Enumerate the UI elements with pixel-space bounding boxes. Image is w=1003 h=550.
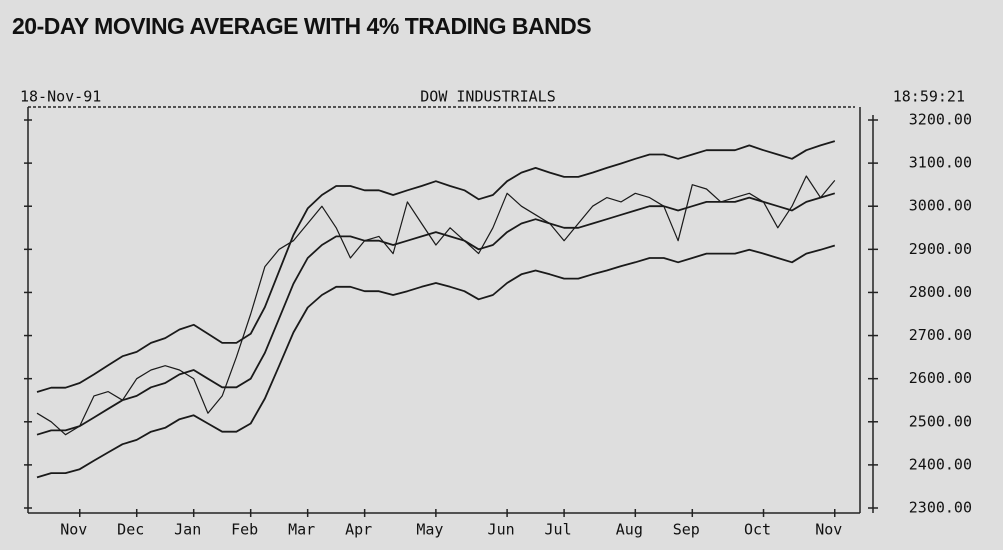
y-tick-label: 2400.00 <box>909 455 972 473</box>
band-line <box>36 140 836 393</box>
x-tick-label: May <box>416 521 443 539</box>
y-tick-label: 2300.00 <box>909 499 972 517</box>
band-line <box>36 244 836 479</box>
x-tick-label: Feb <box>231 521 258 539</box>
y-tick-label: 2600.00 <box>909 369 972 387</box>
x-tick-label: Mar <box>288 521 315 539</box>
y-tick-label: 3100.00 <box>909 154 972 172</box>
x-tick-label: Jul <box>545 521 572 539</box>
x-tick-label: Aug <box>616 521 643 539</box>
chart-subtitle: DOW INDUSTRIALS <box>420 88 555 106</box>
y-tick-label: 2800.00 <box>909 283 972 301</box>
y-tick-label: 3000.00 <box>909 197 972 215</box>
x-tick-label: Jun <box>488 521 515 539</box>
band-line <box>36 192 836 436</box>
y-tick-label: 2900.00 <box>909 240 972 258</box>
y-tick-label: 2500.00 <box>909 412 972 430</box>
chart-title: 20-DAY MOVING AVERAGE WITH 4% TRADING BA… <box>12 13 591 39</box>
x-tick-label: Nov <box>815 521 842 539</box>
x-tick-label: Sep <box>673 521 700 539</box>
x-tick-label: Nov <box>60 521 87 539</box>
x-tick-label: Apr <box>345 521 372 539</box>
x-tick-label: Dec <box>117 521 144 539</box>
y-tick-label: 3200.00 <box>909 111 972 129</box>
y-tick-label: 2700.00 <box>909 326 972 344</box>
price-line <box>36 175 836 436</box>
time-label: 18:59:21 <box>893 88 965 106</box>
date-label: 18-Nov-91 <box>20 88 101 106</box>
x-tick-label: Oct <box>744 521 771 539</box>
x-tick-label: Jan <box>174 521 201 539</box>
